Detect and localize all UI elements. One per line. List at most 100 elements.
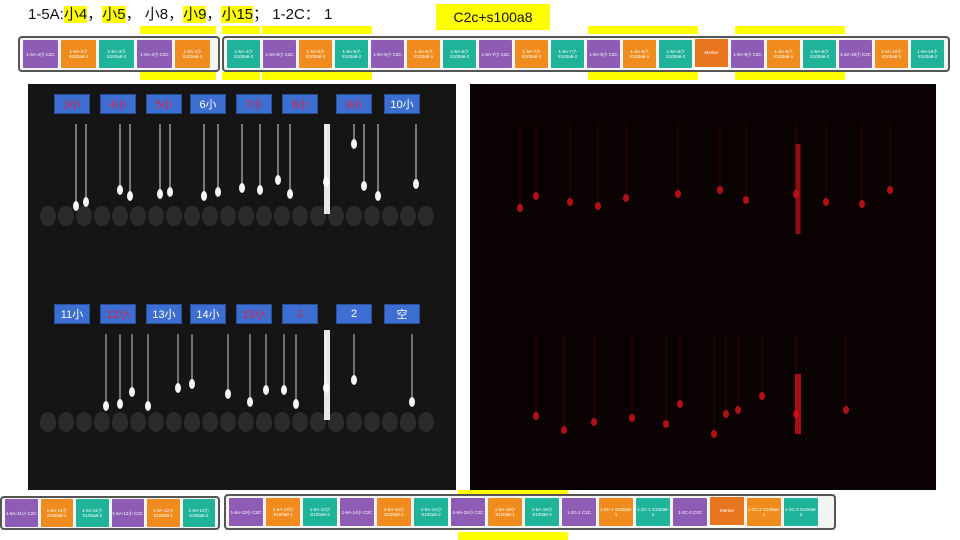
gel-haze: [400, 412, 416, 432]
lane-box: 1-5A-6小 C2C: [371, 40, 404, 68]
gel-haze: [364, 412, 380, 432]
gel-band: [363, 124, 365, 186]
gel-band: [117, 185, 123, 195]
gel-band-red: [761, 334, 763, 396]
gel-lane-label: 3小: [54, 94, 90, 114]
gel-band: [215, 187, 221, 197]
gel-band: [105, 334, 107, 406]
gel-band: [281, 385, 287, 395]
gel-band: [351, 139, 357, 149]
gel-haze: [346, 206, 362, 226]
gel-band: [293, 399, 299, 409]
lane-box: 1-5A-7小 S100a8-1: [515, 40, 548, 68]
header-prefix: 1-5A:: [28, 6, 64, 23]
header-item: 小15: [221, 6, 254, 23]
gel-band-red: [663, 420, 669, 428]
gel-band: [191, 334, 193, 384]
lane-box: 1-5A-13小 S100a8-1: [266, 498, 300, 526]
gel-haze: [76, 412, 92, 432]
gel-band-red: [533, 412, 539, 420]
lane-box: 1-5A-9小 S100a8-1: [767, 40, 800, 68]
gel-haze: [148, 206, 164, 226]
lane-box: 1-5A-11小 S100a8-2: [76, 499, 109, 527]
gel-band-red: [533, 192, 539, 200]
gel-haze: [292, 412, 308, 432]
highlight-bar: [262, 72, 372, 80]
gel-band: [241, 124, 243, 188]
gel-haze: [166, 206, 182, 226]
lane-box: 1-5A-5小 C2C: [263, 40, 296, 68]
gel-band-red: [563, 334, 565, 430]
gel-band: [167, 187, 173, 197]
lane-box: 1-5A-11小 S100a8-1: [40, 499, 73, 527]
gel-band: [287, 189, 293, 199]
gel-band: [239, 183, 245, 193]
gel-lane-label: 14小: [190, 304, 226, 324]
gel-band: [159, 124, 161, 194]
lane-box: 1-5A-5小 S100a8-2: [335, 40, 368, 68]
gel-band-red: [717, 186, 723, 194]
highlight-bar: [735, 72, 845, 80]
gel-band: [145, 401, 151, 411]
gel-lane-label: 8小: [282, 94, 318, 114]
gel-band: [351, 375, 357, 385]
gel-haze: [94, 206, 110, 226]
lane-box: 1-5A-4小 C2C: [137, 40, 172, 68]
lane-box: 1-5A-10小 S100a8-1: [875, 40, 908, 68]
gel-band-red: [665, 334, 667, 424]
gel-haze: [238, 412, 254, 432]
gel-band: [127, 191, 133, 201]
lane-box: 1-5A-8小 S100a8-1: [623, 40, 656, 68]
gel-band: [217, 124, 219, 192]
gel-band-red: [737, 334, 739, 410]
gel-haze: [184, 412, 200, 432]
gel-band: [289, 124, 291, 194]
gel-band: [275, 175, 281, 185]
gel-band-red: [623, 194, 629, 202]
lane-box: 1-5A-14小 S100a8-1: [377, 498, 411, 526]
gel-band: [169, 124, 171, 192]
gel-band: [225, 389, 231, 399]
highlight-bar: [222, 26, 260, 34]
gel-haze: [40, 206, 56, 226]
gel-band-red: [535, 334, 537, 416]
gel-band: [295, 334, 297, 404]
gel-haze: [166, 412, 182, 432]
gel-lane-label: 6小: [190, 94, 226, 114]
gel-marker-band-red: [795, 144, 801, 234]
gel-band: [411, 334, 413, 402]
probe-badge: C2c+s100a8: [436, 4, 550, 30]
gel-band: [119, 124, 121, 190]
gel-lane-label: 2: [336, 304, 372, 324]
gel-band-red: [629, 414, 635, 422]
gel-lane-label: 13小: [146, 304, 182, 324]
gel-haze: [274, 206, 290, 226]
lane-box: 1-5A-11小 C2C: [5, 499, 38, 527]
lane-box: 1-5A-6小 S100a8-1: [407, 40, 440, 68]
gel-band-red: [519, 124, 521, 208]
lane-box: 1-5A-8小 C2C: [587, 40, 620, 68]
gel-band: [119, 334, 121, 404]
lane-box: 1-2C-2 S100a8-1: [747, 498, 781, 526]
gel-band: [413, 179, 419, 189]
gel-band: [75, 124, 77, 206]
gel-lane-label: 5小: [146, 94, 182, 114]
gel-band: [409, 397, 415, 407]
lane-box: 1-5A-14小 C2C: [340, 498, 374, 526]
gel-band: [83, 197, 89, 207]
lane-box: 1-2C-1 C2C: [562, 498, 596, 526]
gel-lane-label: 11小: [54, 304, 90, 324]
gel-haze: [58, 412, 74, 432]
gel-band: [353, 124, 355, 144]
gel-haze: [346, 412, 362, 432]
lane-box: 1-5A-3小 S100a8-2: [99, 40, 134, 68]
lane-strip-bottom-left: 1-5A-11小 C2C 1-5A-11小 S100a8-1 1-5A-11小 S1…: [0, 496, 220, 530]
gel-band-red: [759, 392, 765, 400]
lane-box: 1-5A-3小 S100a8-1: [61, 40, 96, 68]
gel-band: [265, 334, 267, 390]
gel-haze: [184, 206, 200, 226]
gel-band: [249, 334, 251, 402]
lane-box: 1-5A-3小 C2C: [23, 40, 58, 68]
gel-band-red: [595, 202, 601, 210]
gel-band-red: [593, 334, 595, 422]
